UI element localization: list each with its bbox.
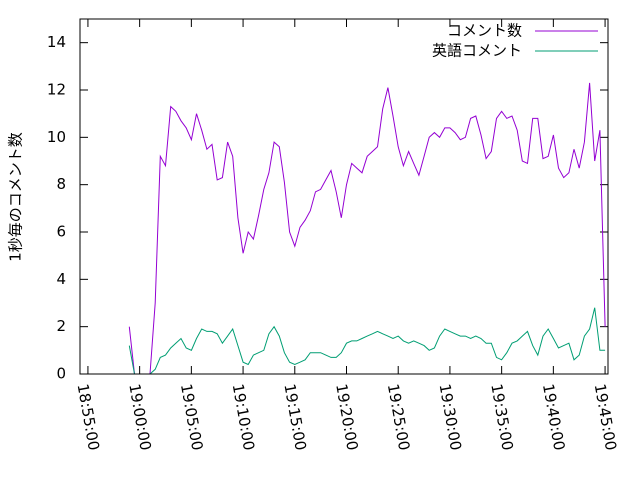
y-axis-label: 1秒毎のコメント数 bbox=[7, 132, 25, 262]
x-tick-label: 19:10:00 bbox=[229, 382, 258, 451]
y-tick-label: 12 bbox=[47, 81, 66, 99]
y-tick-label: 4 bbox=[56, 270, 66, 288]
x-tick-label: 19:40:00 bbox=[539, 382, 568, 451]
series-line bbox=[128, 307, 606, 375]
y-tick-label: 14 bbox=[47, 33, 66, 51]
y-tick-label: 10 bbox=[47, 128, 66, 146]
series-line bbox=[128, 82, 606, 375]
y-tick-label: 8 bbox=[56, 175, 66, 193]
x-tick-label: 19:00:00 bbox=[125, 382, 154, 451]
x-tick-label: 19:25:00 bbox=[384, 382, 413, 451]
legend-label: コメント数 bbox=[447, 22, 522, 40]
y-tick-label: 2 bbox=[56, 317, 66, 335]
y-tick-label: 0 bbox=[56, 365, 66, 383]
x-tick-label: 19:05:00 bbox=[177, 382, 206, 451]
x-tick-label: 18:55:00 bbox=[74, 382, 103, 451]
x-tick-label: 19:45:00 bbox=[591, 382, 620, 451]
x-tick-label: 19:20:00 bbox=[332, 382, 361, 451]
legend-label: 英語コメント bbox=[432, 42, 522, 60]
x-tick-label: 19:30:00 bbox=[436, 382, 465, 451]
y-tick-label: 6 bbox=[56, 223, 66, 241]
x-tick-label: 19:35:00 bbox=[487, 382, 516, 451]
x-tick-label: 19:15:00 bbox=[280, 382, 309, 451]
plot-frame bbox=[79, 18, 609, 375]
